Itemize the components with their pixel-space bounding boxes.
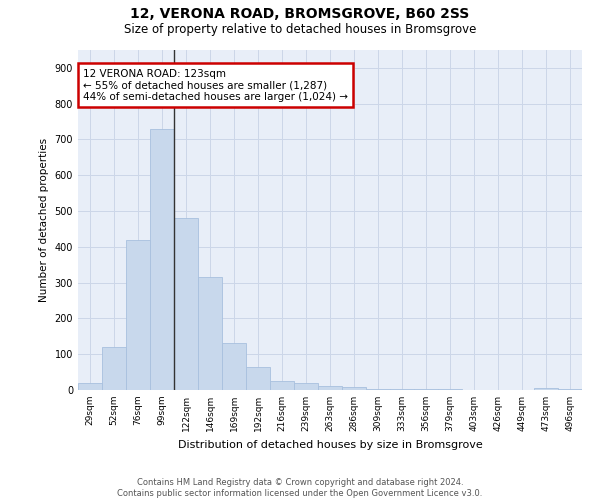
Bar xyxy=(102,347,126,390)
Bar xyxy=(414,389,438,390)
Text: 12, VERONA ROAD, BROMSGROVE, B60 2SS: 12, VERONA ROAD, BROMSGROVE, B60 2SS xyxy=(130,8,470,22)
Text: 12 VERONA ROAD: 123sqm
← 55% of detached houses are smaller (1,287)
44% of semi-: 12 VERONA ROAD: 123sqm ← 55% of detached… xyxy=(83,68,348,102)
Y-axis label: Number of detached properties: Number of detached properties xyxy=(39,138,49,302)
Bar xyxy=(78,383,102,390)
Bar xyxy=(390,389,414,390)
Bar xyxy=(222,344,246,390)
Bar xyxy=(318,386,342,390)
Bar xyxy=(270,381,294,390)
Bar xyxy=(126,240,150,390)
Text: Contains HM Land Registry data © Crown copyright and database right 2024.
Contai: Contains HM Land Registry data © Crown c… xyxy=(118,478,482,498)
Bar xyxy=(246,366,270,390)
Bar xyxy=(198,278,222,390)
Bar xyxy=(150,128,174,390)
Text: Size of property relative to detached houses in Bromsgrove: Size of property relative to detached ho… xyxy=(124,22,476,36)
Bar xyxy=(174,218,198,390)
Bar xyxy=(294,383,318,390)
Bar xyxy=(534,388,558,390)
X-axis label: Distribution of detached houses by size in Bromsgrove: Distribution of detached houses by size … xyxy=(178,440,482,450)
Bar xyxy=(342,387,366,390)
Bar xyxy=(366,388,390,390)
